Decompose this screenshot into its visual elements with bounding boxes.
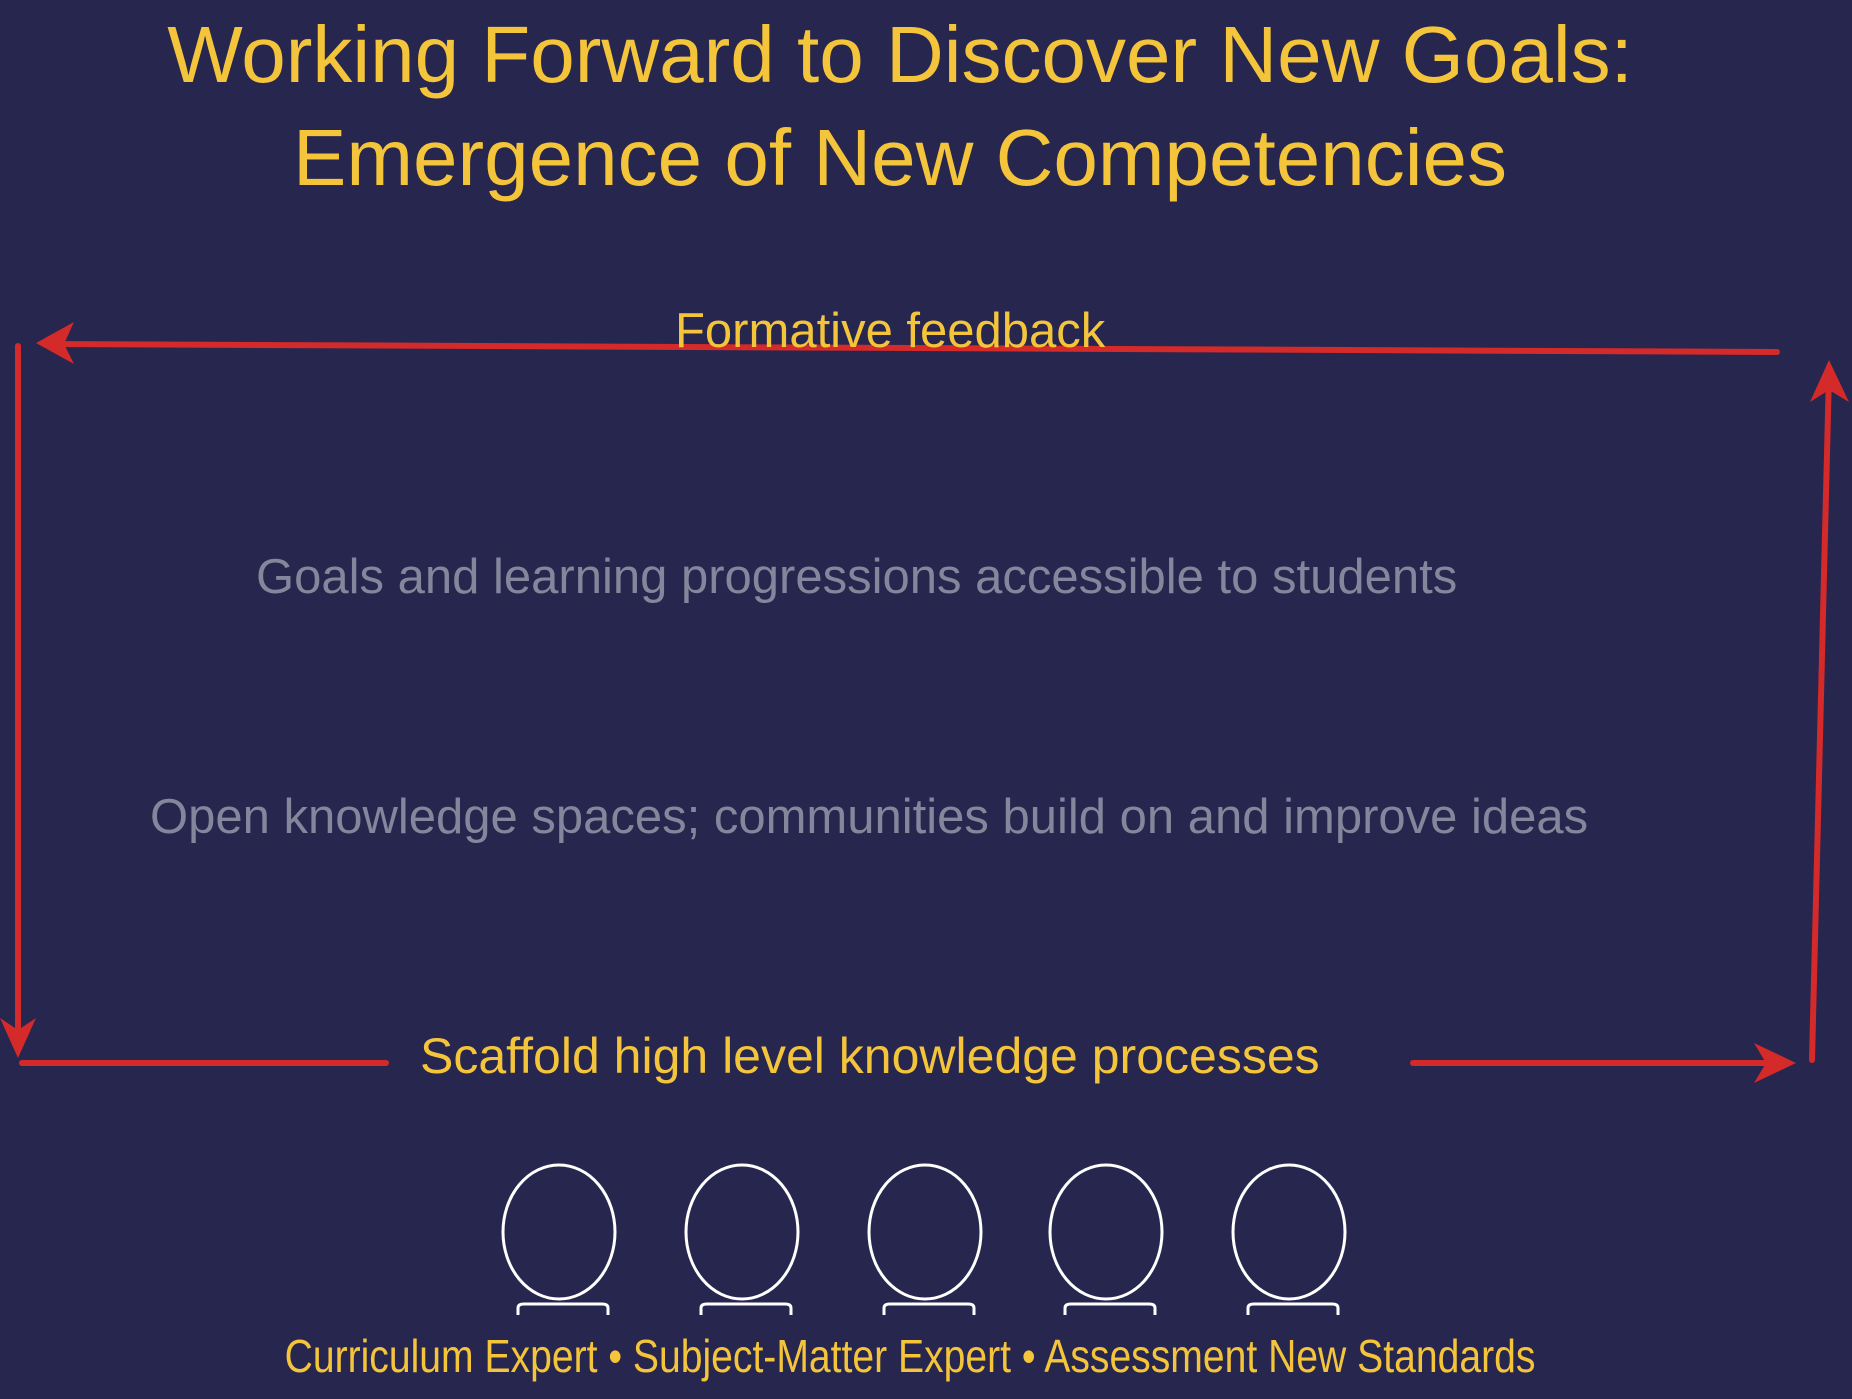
arrowhead-up [1810,360,1849,402]
formative-feedback-label: Formative feedback [675,304,1106,358]
top-feedback-arrow-line [41,341,1780,355]
page-title-line-1: Working Forward to Discover New Goals: [167,10,1633,99]
open-knowledge-spaces-text: Open knowledge spaces; communities build… [150,790,1589,844]
scaffold-processes-label: Scaffold high level knowledge processes [420,1028,1320,1084]
person-icon [1231,1163,1347,1315]
page-title-line-2: Emergence of New Competencies [293,113,1507,202]
right-up-arrow-line [1809,370,1832,1063]
arrowhead-right [1754,1043,1796,1083]
arrowhead-left [36,322,74,364]
person-icon [1048,1163,1164,1315]
person-icon [684,1163,800,1315]
goals-progressions-text: Goals and learning progressions accessib… [256,550,1458,604]
person-icon [867,1163,983,1315]
person-icon [501,1163,617,1315]
arrowhead-down [0,1018,36,1058]
expert-roles-caption: Curriculum Expert • Subject-Matter Exper… [284,1330,1536,1382]
